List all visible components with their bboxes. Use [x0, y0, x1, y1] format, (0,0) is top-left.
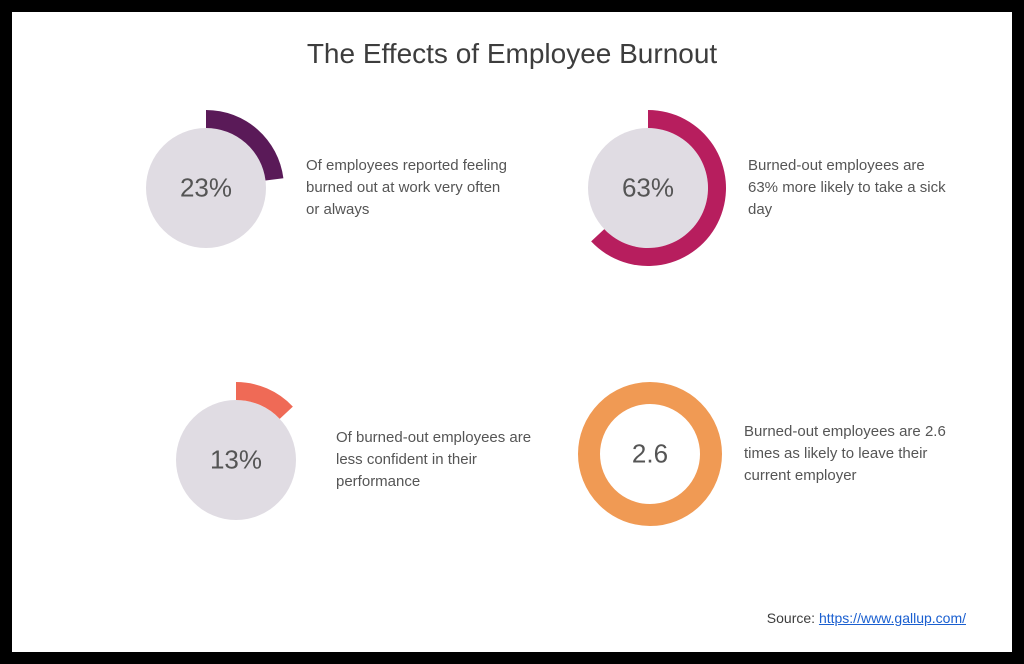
stat-leave-employer: 2.6 Burned-out employees are 2.6 times a…: [578, 382, 954, 526]
stat-value: 63%: [622, 173, 674, 204]
stat-description: Burned-out employees are 63% more likely…: [748, 155, 958, 220]
source-link[interactable]: https://www.gallup.com/: [819, 610, 966, 626]
stats-grid: 23% Of employees reported feeling burned…: [40, 94, 984, 574]
stat-less-confident: 13% Of burned-out employees are less con…: [158, 382, 546, 538]
stat-burned-out: 23% Of employees reported feeling burned…: [128, 110, 516, 266]
source-label: Source:: [767, 610, 819, 626]
stat-description: Of burned-out employees are less confide…: [336, 427, 546, 492]
infographic-title: The Effects of Employee Burnout: [40, 38, 984, 70]
stat-sick-day: 63% Burned-out employees are 63% more li…: [570, 110, 958, 266]
stat-value: 13%: [210, 445, 262, 476]
source-line: Source: https://www.gallup.com/: [767, 610, 966, 626]
donut-burned-out: 23%: [128, 110, 284, 266]
donut-less-confident: 13%: [158, 382, 314, 538]
donut-sick-day: 63%: [570, 110, 726, 266]
stat-value: 2.6: [632, 439, 668, 470]
donut-leave-employer: 2.6: [578, 382, 722, 526]
infographic-card: The Effects of Employee Burnout 23% Of e…: [0, 0, 1024, 664]
stat-description: Burned-out employees are 2.6 times as li…: [744, 421, 954, 486]
stat-value: 23%: [180, 173, 232, 204]
stat-description: Of employees reported feeling burned out…: [306, 155, 516, 220]
